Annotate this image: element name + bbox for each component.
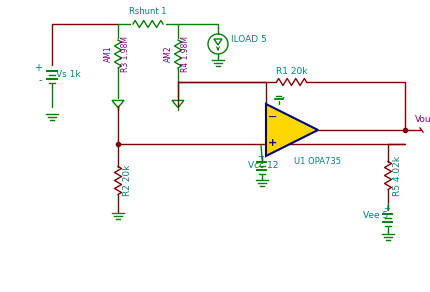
Text: R1 20k: R1 20k [275, 67, 307, 76]
Polygon shape [265, 104, 317, 156]
Text: -: - [38, 75, 42, 85]
Text: Vcc 12: Vcc 12 [247, 161, 278, 170]
Text: -: - [382, 217, 385, 226]
Text: R2 20k: R2 20k [123, 165, 132, 196]
Text: +: + [34, 63, 42, 73]
Text: +: + [256, 152, 263, 161]
Text: ILOAD 5: ILOAD 5 [230, 35, 266, 44]
Text: U1 OPA735: U1 OPA735 [293, 157, 340, 166]
Text: +: + [382, 204, 389, 213]
Text: AM1: AM1 [104, 46, 113, 62]
Text: Rshunt 1: Rshunt 1 [129, 7, 166, 16]
Text: R4 1.98M: R4 1.98M [181, 36, 190, 72]
Text: R5 4.02k: R5 4.02k [392, 156, 401, 196]
Text: +: + [268, 138, 277, 148]
Text: -: - [256, 165, 259, 174]
Text: R3 1.98M: R3 1.98M [121, 36, 130, 72]
Text: −: − [268, 112, 277, 122]
Text: Vee 5: Vee 5 [362, 211, 387, 220]
Text: AM2: AM2 [164, 46, 172, 62]
Text: Vout:1: Vout:1 [414, 115, 430, 124]
Text: -: - [281, 93, 284, 102]
Text: Vs 1k: Vs 1k [56, 70, 80, 79]
